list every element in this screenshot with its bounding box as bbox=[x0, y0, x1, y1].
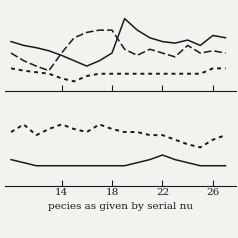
X-axis label: pecies as given by serial nu: pecies as given by serial nu bbox=[48, 202, 193, 211]
